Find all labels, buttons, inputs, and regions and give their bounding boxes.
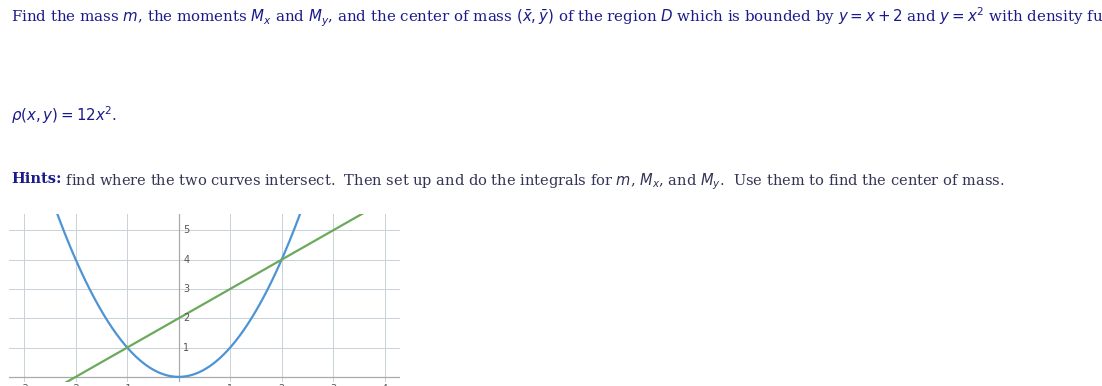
Text: 3: 3 (329, 384, 336, 386)
Text: Find the mass $m$, the moments $M_x$ and $M_y$, and the center of mass $(\bar{x}: Find the mass $m$, the moments $M_x$ and… (11, 6, 1102, 29)
Text: 4: 4 (183, 255, 190, 265)
Text: $\rho(x, y) = 12x^2$.: $\rho(x, y) = 12x^2$. (11, 104, 117, 126)
Text: -1: -1 (122, 384, 132, 386)
Text: 4: 4 (381, 384, 388, 386)
Text: find where the two curves intersect.  Then set up and do the integrals for $m$, : find where the two curves intersect. The… (61, 172, 1004, 192)
Text: 5: 5 (183, 225, 190, 235)
Text: -2: -2 (71, 384, 80, 386)
Text: 1: 1 (227, 384, 234, 386)
Text: 3: 3 (183, 284, 190, 294)
Text: 2: 2 (183, 313, 190, 323)
Text: Hints:: Hints: (11, 172, 62, 186)
Text: -3: -3 (20, 384, 29, 386)
Text: 1: 1 (183, 342, 190, 352)
Text: 2: 2 (279, 384, 284, 386)
